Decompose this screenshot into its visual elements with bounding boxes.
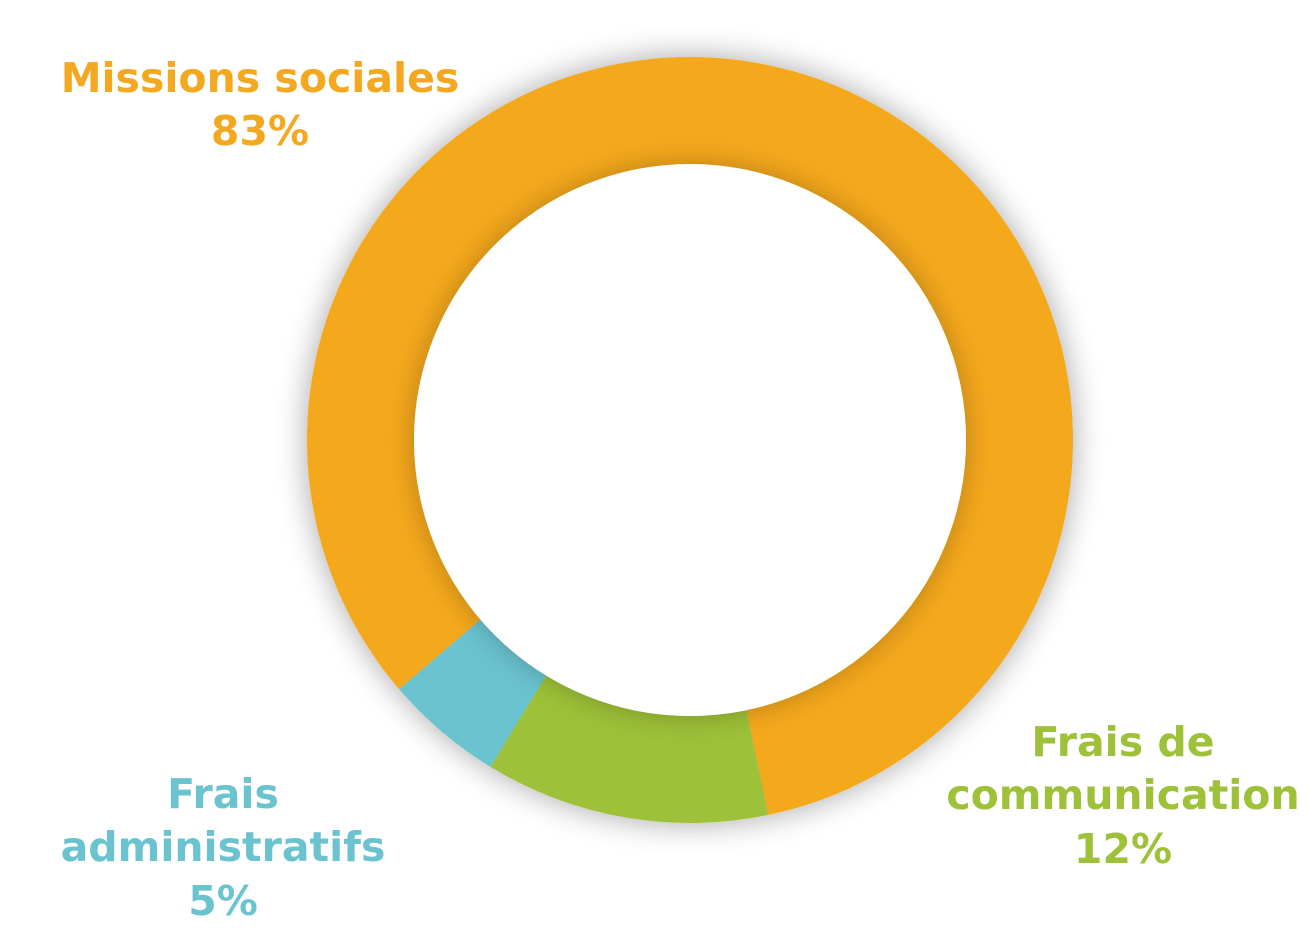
slice-value-label: 12% (1073, 824, 1173, 873)
donut-slice-frais-de-communication (490, 675, 769, 823)
slice-label-frais-communication: Frais de communication 12% (936, 716, 1310, 876)
slice-name: Frais administratifs (60, 770, 386, 872)
slice-value-label: 83% (210, 107, 310, 156)
donut-slice-frais-administratifs (399, 619, 547, 767)
donut-hole (414, 164, 966, 716)
donut-slices (307, 57, 1073, 823)
slice-value-label: 5% (188, 876, 258, 925)
slice-label-missions-sociales: Missions sociales 83% (40, 52, 480, 159)
slice-name: Missions sociales (60, 54, 460, 102)
slice-name-line-1: Frais de (1031, 718, 1215, 766)
slice-name-line-2: communication (946, 771, 1300, 820)
donut-chart (307, 57, 1073, 823)
slice-label-frais-administratifs: Frais administratifs 5% (0, 768, 446, 928)
